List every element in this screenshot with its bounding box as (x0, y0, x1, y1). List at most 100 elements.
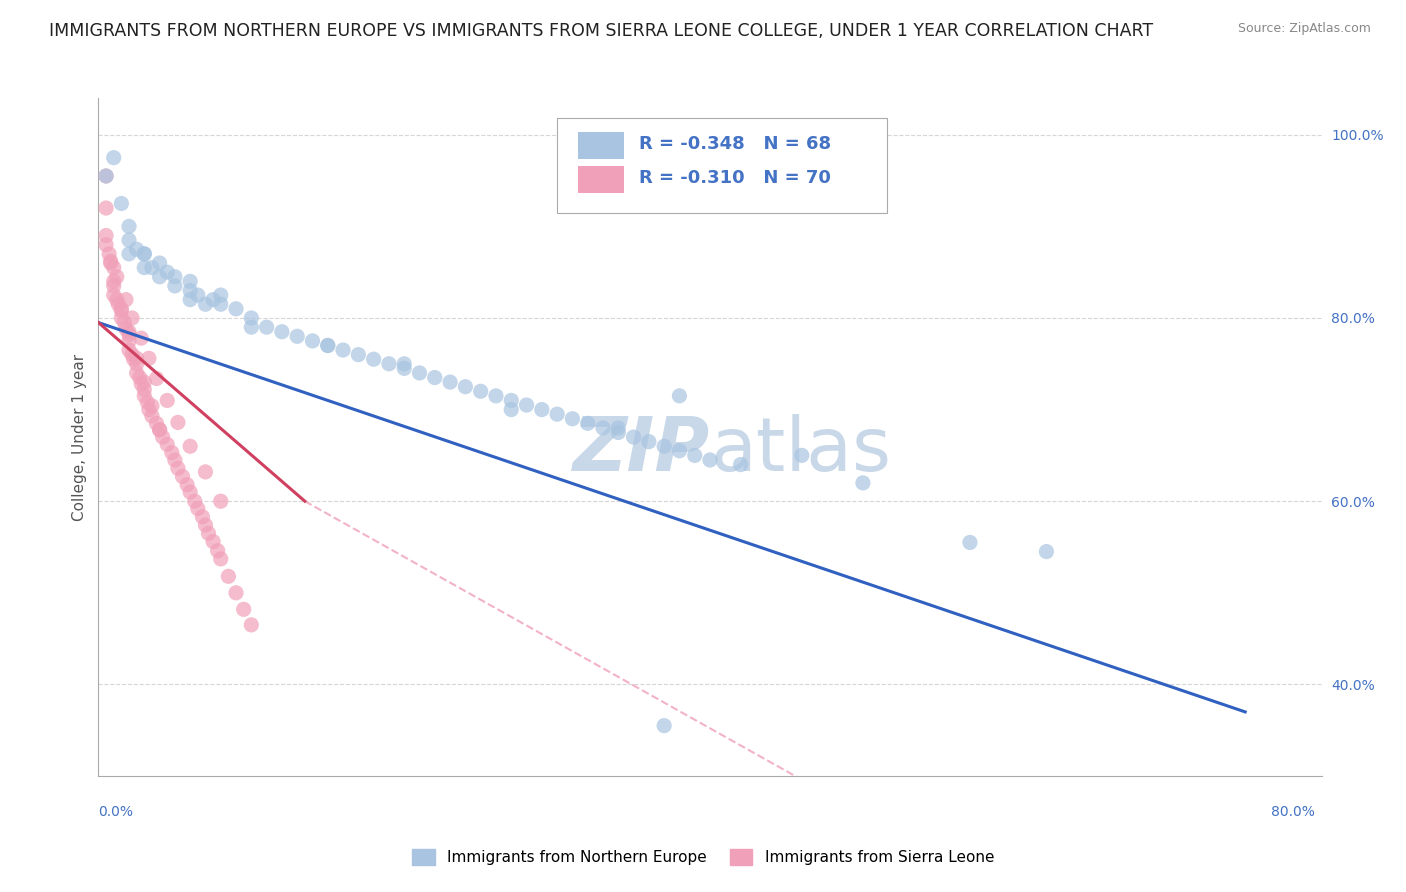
Point (94, 228, 117, 243)
Point (194, 297, 217, 311)
Point (118, 343, 141, 357)
Point (607, 421, 630, 435)
Point (607, 425, 630, 440)
Point (546, 407, 568, 421)
Point (225, 301, 247, 316)
Text: Source: ZipAtlas.com: Source: ZipAtlas.com (1237, 22, 1371, 36)
Point (125, 351, 148, 366)
Point (121, 310, 143, 325)
Point (103, 279, 125, 293)
Point (115, 322, 138, 336)
Point (470, 384, 492, 399)
Point (118, 327, 141, 342)
Point (125, 366, 148, 380)
Y-axis label: College, Under 1 year: College, Under 1 year (72, 353, 87, 521)
Point (110, 303, 132, 318)
Point (378, 357, 401, 371)
Point (110, 196, 132, 211)
Point (191, 509, 214, 524)
Bar (578, 166, 624, 193)
Point (187, 501, 209, 516)
Text: 80.0%: 80.0% (1271, 805, 1315, 819)
Point (217, 569, 239, 583)
Point (100, 256, 122, 270)
Text: 0.0%: 0.0% (98, 805, 134, 819)
Point (623, 430, 645, 444)
Point (439, 375, 461, 389)
Point (141, 399, 163, 413)
Point (637, 434, 661, 449)
Point (347, 348, 370, 362)
Point (118, 334, 141, 348)
Point (730, 458, 752, 472)
Point (197, 526, 219, 541)
Point (172, 469, 194, 483)
Point (959, 535, 981, 549)
Point (110, 310, 132, 325)
Point (129, 331, 152, 345)
Point (149, 269, 172, 284)
Point (134, 247, 156, 261)
Point (167, 416, 190, 430)
Point (112, 316, 135, 330)
Point (209, 288, 232, 302)
Text: atlas: atlas (710, 414, 891, 487)
Point (668, 443, 690, 458)
Point (149, 423, 172, 437)
Point (163, 453, 186, 467)
Point (100, 254, 122, 268)
Point (209, 297, 232, 311)
Point (129, 376, 152, 391)
Point (316, 338, 339, 352)
Point (202, 534, 225, 549)
Point (683, 449, 706, 463)
Point (516, 398, 538, 412)
Point (530, 402, 553, 417)
Point (163, 269, 186, 284)
Point (118, 247, 141, 261)
Point (285, 329, 308, 343)
Point (179, 293, 201, 307)
Point (184, 494, 207, 508)
Point (179, 485, 201, 500)
Point (176, 477, 198, 491)
Point (225, 586, 247, 600)
Point (103, 260, 125, 275)
Point (699, 453, 721, 467)
Point (316, 338, 339, 352)
Point (160, 445, 183, 459)
Point (209, 494, 232, 508)
Point (485, 389, 508, 403)
Point (122, 352, 145, 367)
Point (121, 348, 143, 362)
Point (790, 449, 813, 463)
Point (668, 389, 690, 403)
Point (852, 475, 875, 490)
Point (454, 380, 477, 394)
Point (94, 169, 117, 183)
Point (1035, 544, 1057, 558)
Point (134, 260, 156, 275)
Point (592, 421, 614, 435)
Point (134, 383, 156, 397)
Point (270, 325, 292, 339)
Point (141, 409, 163, 423)
Text: R = -0.348   N = 68: R = -0.348 N = 68 (640, 136, 831, 153)
Point (561, 411, 583, 425)
Point (652, 719, 675, 733)
Point (103, 288, 125, 302)
Point (240, 618, 263, 632)
Point (240, 310, 263, 325)
Point (94, 169, 117, 183)
Point (501, 402, 523, 417)
Point (392, 357, 416, 371)
Point (301, 334, 323, 348)
Point (408, 366, 430, 380)
Point (209, 552, 232, 566)
Point (163, 279, 186, 293)
Point (125, 242, 148, 256)
Point (392, 361, 416, 376)
Point (134, 375, 156, 389)
Point (240, 320, 263, 334)
Text: ZIP: ZIP (572, 414, 710, 487)
